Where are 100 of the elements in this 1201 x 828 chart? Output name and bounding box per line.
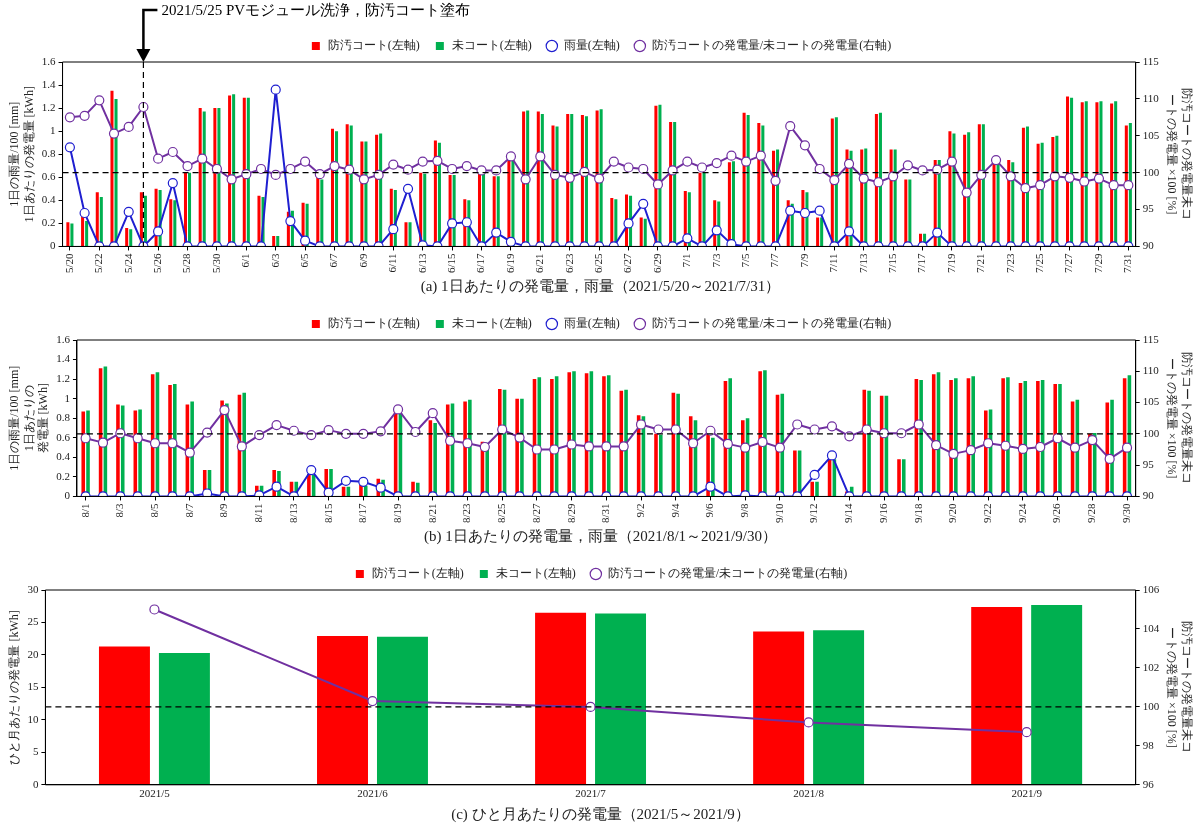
y-axis-title: ひと月あたりの発電量 [kWh] bbox=[7, 610, 22, 765]
x-tick-label: 7/25 bbox=[1033, 252, 1046, 274]
x-tick-label: 7/9 bbox=[797, 252, 810, 268]
x-tick-label: 8/11 bbox=[252, 503, 265, 523]
text: (c) ひと月あたりの発電量（2021/5～2021/9） bbox=[451, 805, 750, 823]
x-tick-label: 6/19 bbox=[503, 252, 516, 274]
x-tick-label: 7/29 bbox=[1091, 252, 1104, 274]
legend-label: 防汚コートの発電量/未コートの発電量(右軸) bbox=[651, 316, 892, 331]
x-tick-label: 9/16 bbox=[876, 502, 889, 524]
legend-label: 未コート(左軸) bbox=[451, 316, 532, 331]
x-tick-label: 6/25 bbox=[592, 252, 605, 274]
x-tick-label: 6/9 bbox=[356, 252, 369, 268]
x-tick-label: 8/31 bbox=[599, 503, 612, 524]
x-tick-label: 9/26 bbox=[1050, 502, 1063, 524]
y2-tick-label: 100 bbox=[1142, 165, 1160, 178]
legend-label: 防汚コートの発電量/未コートの発電量(右軸) bbox=[607, 566, 848, 581]
y-tick-label: 25 bbox=[27, 615, 39, 628]
x-tick-label: 8/13 bbox=[286, 502, 299, 524]
x-tick-label: 5/24 bbox=[121, 252, 134, 274]
x-tick-label: 9/28 bbox=[1085, 502, 1098, 524]
y-tick-label: 30 bbox=[27, 582, 39, 595]
y2-tick-label: 95 bbox=[1142, 458, 1155, 471]
x-tick-label: 6/1 bbox=[239, 253, 252, 268]
x-tick-label: 7/3 bbox=[709, 252, 722, 268]
x-tick-label: 8/3 bbox=[113, 502, 126, 518]
x-tick-label: 2021/5 bbox=[139, 787, 171, 800]
x-tick-label: 5/28 bbox=[180, 252, 193, 274]
y-tick-label: 0.4 bbox=[56, 450, 71, 463]
y2-tick-label: 106 bbox=[1142, 582, 1160, 595]
y2-tick-label: 102 bbox=[1142, 660, 1160, 673]
x-tick-label: 2021/9 bbox=[1011, 787, 1043, 800]
x-tick-label: 9/18 bbox=[911, 502, 924, 524]
x-tick-label: 9/20 bbox=[946, 502, 959, 524]
x-tick-label: 5/20 bbox=[62, 252, 75, 274]
y-tick-label: 0.6 bbox=[41, 170, 57, 183]
x-tick-label: 9/8 bbox=[738, 502, 751, 518]
x-tick-label: 6/13 bbox=[415, 252, 428, 274]
y-tick-label: 1.2 bbox=[41, 101, 56, 113]
x-tick-label: 6/21 bbox=[533, 253, 546, 274]
text: (a) 1日あたりの発電量，雨量（2021/5/20～2021/7/31） bbox=[420, 277, 781, 295]
y-tick-label: 0 bbox=[64, 489, 71, 502]
x-tick-label: 8/23 bbox=[460, 502, 473, 524]
y-tick-label: 10 bbox=[27, 712, 39, 725]
x-tick-label: 9/6 bbox=[703, 502, 716, 518]
y2-axis-title: 防汚コートの発電量未コートの発電量 ×100 [%] bbox=[1165, 352, 1194, 485]
x-tick-label: 7/7 bbox=[768, 252, 781, 268]
legend-label: 雨量(左軸) bbox=[563, 316, 620, 331]
y2-tick-label: 105 bbox=[1142, 128, 1160, 141]
y-tick-label: 1.2 bbox=[56, 372, 70, 384]
y-tick-label: 0 bbox=[32, 777, 39, 790]
x-tick-label: 7/31 bbox=[1121, 253, 1134, 274]
y-tick-label: 0.2 bbox=[56, 469, 70, 482]
x-tick-label: 5/22 bbox=[92, 253, 105, 274]
x-tick-label: 6/23 bbox=[562, 252, 575, 274]
x-tick-label: 8/29 bbox=[564, 502, 577, 524]
y-tick-label: 0 bbox=[50, 239, 57, 252]
y2-tick-label: 110 bbox=[1142, 91, 1160, 104]
x-tick-label: 7/27 bbox=[1062, 252, 1075, 274]
x-tick-label: 6/27 bbox=[621, 252, 634, 274]
y2-axis-title: 防汚コートの発電量未コートの発電量 ×100 [%] bbox=[1165, 88, 1194, 221]
y-tick-label: 5 bbox=[32, 745, 39, 758]
y2-tick-label: 104 bbox=[1142, 621, 1160, 634]
x-tick-label: 9/14 bbox=[842, 502, 855, 524]
x-tick-label: 9/10 bbox=[772, 502, 785, 524]
x-tick-label: 9/12 bbox=[807, 503, 820, 524]
x-tick-label: 8/19 bbox=[390, 502, 403, 524]
legend-label: 雨量(左軸) bbox=[563, 38, 620, 53]
y-tick-label: 0.8 bbox=[56, 411, 71, 424]
y2-tick-label: 115 bbox=[1142, 54, 1160, 67]
y-tick-label: 20 bbox=[27, 647, 39, 660]
y2-tick-label: 115 bbox=[1142, 332, 1160, 345]
x-tick-label: 5/30 bbox=[209, 252, 222, 274]
x-tick-label: 5/26 bbox=[151, 252, 163, 274]
x-tick-label: 6/17 bbox=[474, 252, 487, 274]
y-tick-label: 1.4 bbox=[41, 77, 57, 90]
x-tick-label: 2021/7 bbox=[575, 787, 607, 800]
x-tick-label: 6/7 bbox=[327, 252, 340, 268]
x-tick-label: 8/21 bbox=[425, 503, 438, 524]
y2-tick-label: 95 bbox=[1142, 202, 1155, 215]
x-tick-label: 8/9 bbox=[217, 502, 230, 518]
y-axis-title: 1日の雨量/100 [mm] 1日あたりの発電量 [kWh] bbox=[7, 86, 36, 223]
x-tick-label: 7/23 bbox=[1003, 252, 1016, 274]
x-tick-label: 2021/6 bbox=[357, 787, 389, 800]
x-tick-label: 7/11 bbox=[827, 253, 840, 273]
x-tick-label: 7/1 bbox=[680, 253, 693, 268]
y-tick-label: 1 bbox=[64, 391, 70, 404]
y2-tick-label: 110 bbox=[1142, 364, 1160, 377]
y2-axis-title: 防汚コートの発電量未コートの発電量 ×100 [%] bbox=[1165, 621, 1194, 754]
x-tick-label: 9/22 bbox=[981, 503, 994, 524]
y-axis-title: 1日の雨量/100 [mm] 1日あたりの発電量 [kWh] bbox=[7, 365, 51, 471]
x-tick-label: 7/5 bbox=[739, 252, 752, 268]
x-tick-label: 9/30 bbox=[1119, 502, 1132, 524]
x-tick-label: 8/25 bbox=[495, 502, 508, 524]
y-tick-label: 1.6 bbox=[56, 332, 71, 345]
y-tick-label: 0.4 bbox=[41, 193, 57, 206]
y-tick-label: 1 bbox=[50, 124, 56, 137]
text: (b) 1日あたりの発電量，雨量（2021/8/1～2021/9/30） bbox=[424, 527, 777, 545]
x-tick-label: 8/7 bbox=[182, 502, 195, 518]
x-tick-label: 6/11 bbox=[386, 253, 399, 273]
x-tick-label: 8/5 bbox=[147, 502, 160, 518]
